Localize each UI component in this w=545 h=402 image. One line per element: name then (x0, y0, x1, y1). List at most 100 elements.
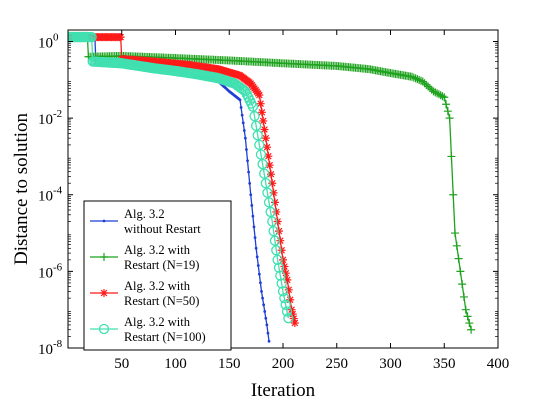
series-point (263, 143, 272, 152)
series-2 (68, 33, 299, 327)
series-point (269, 235, 281, 246)
series-3 (68, 31, 294, 324)
series-point (260, 178, 271, 189)
series-point (249, 193, 253, 197)
series-point (458, 280, 467, 289)
series-point (248, 182, 252, 185)
series-point (449, 190, 458, 199)
series-point (265, 161, 274, 170)
series-point (445, 114, 454, 123)
series-point (260, 290, 263, 293)
series-point (454, 254, 463, 263)
series-point (413, 75, 422, 84)
series-point (259, 281, 262, 285)
series-point (242, 129, 246, 132)
series-point (290, 318, 299, 327)
series-point (256, 264, 260, 267)
legend-label-line1: Alg. 3.2 with (124, 279, 191, 293)
series-point (272, 207, 281, 216)
series-point (239, 106, 243, 109)
series-point (271, 245, 282, 256)
series-point (408, 72, 416, 81)
series-point (264, 152, 273, 161)
series-point (442, 100, 451, 109)
series-point (415, 75, 424, 84)
y-tick-label: 100 (38, 31, 59, 51)
series-point (238, 98, 242, 102)
series-point (411, 74, 420, 83)
series-point (250, 120, 262, 131)
series-point (281, 306, 293, 317)
series-layer (68, 31, 476, 343)
series-point (250, 204, 254, 207)
legend-label-line1: Alg. 3.2 with (124, 243, 191, 257)
series-point (116, 33, 125, 42)
series-point (267, 339, 271, 343)
series-point (270, 198, 279, 207)
series-point (463, 312, 472, 321)
series-point (281, 269, 290, 278)
series-point (264, 316, 268, 320)
series-point (268, 225, 279, 237)
series-point (269, 188, 278, 197)
legend-marker (100, 289, 108, 297)
legend-label-line2: Restart (N=100) (124, 330, 206, 344)
y-tick-label: 10-4 (38, 185, 63, 205)
series-point (268, 179, 277, 188)
series-point (433, 89, 442, 98)
legend-marker (102, 219, 106, 223)
series-point (451, 229, 459, 238)
legend-label-line2: Restart (N=19) (124, 258, 199, 272)
x-tick-label: 150 (218, 356, 241, 372)
x-tick-label: 250 (326, 356, 349, 372)
series-point (259, 116, 268, 125)
x-tick-label: 400 (487, 356, 510, 372)
series-point (280, 299, 291, 310)
series-point (240, 113, 244, 117)
legend-marker (100, 253, 108, 261)
series-point (273, 262, 285, 273)
y-tick-label: 10-2 (38, 108, 62, 128)
x-tick-label: 200 (272, 356, 295, 372)
series-point (277, 246, 286, 255)
series-point (273, 217, 282, 226)
series-point (276, 236, 285, 245)
series-point (438, 92, 447, 101)
series-point (272, 254, 283, 265)
series-point (279, 292, 290, 304)
series-point (86, 31, 97, 43)
series-point (452, 241, 461, 250)
series-point (467, 325, 476, 334)
series-point (436, 91, 445, 100)
series-point (241, 121, 245, 125)
series-point (283, 313, 294, 324)
series-point (252, 130, 263, 141)
series-point (255, 255, 259, 259)
series-point (280, 262, 289, 271)
series-point (266, 331, 270, 335)
series-point (262, 187, 273, 198)
series-point (434, 90, 443, 99)
series-point (257, 272, 261, 276)
series-point (265, 206, 276, 218)
series-point (260, 125, 269, 134)
series-point (247, 170, 251, 174)
series-point (266, 170, 275, 179)
series-point (286, 295, 295, 304)
legend-marker (98, 323, 110, 335)
series-point (254, 246, 258, 250)
legend-label-line2: Restart (N=50) (124, 294, 199, 308)
series-point (263, 310, 267, 313)
series-point (431, 88, 440, 97)
series-point (459, 292, 468, 301)
series-point (289, 314, 298, 323)
series-point (267, 216, 278, 227)
x-tick-label: 300 (379, 356, 402, 372)
series-point (276, 278, 287, 289)
